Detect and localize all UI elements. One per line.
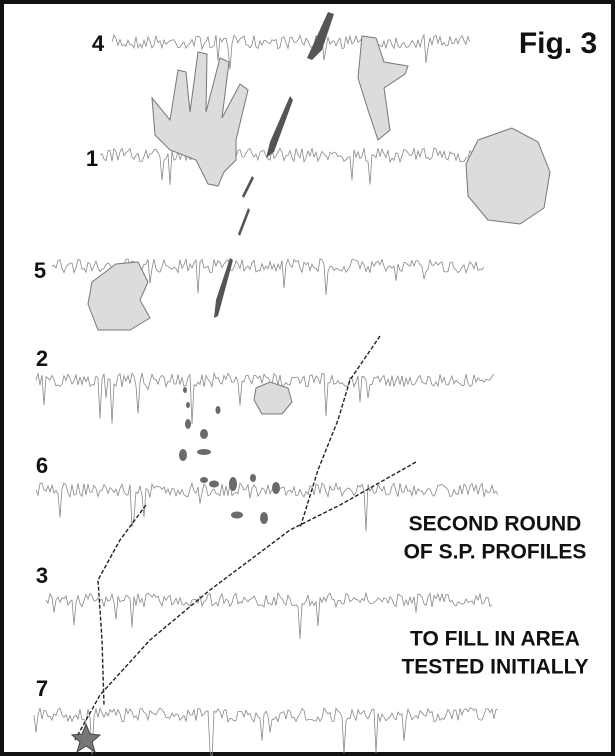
profile-label: 1 [86, 146, 98, 171]
note: SECOND ROUND [409, 513, 582, 536]
profile-label: 7 [36, 676, 48, 701]
figure-title: Fig. 3 [519, 27, 597, 60]
profile-label: 5 [34, 258, 46, 283]
note: TESTED INITIALLY [401, 656, 588, 679]
profile-label: 6 [36, 453, 48, 478]
profile-label: 3 [36, 563, 48, 588]
note: TO FILL IN AREA [410, 628, 580, 651]
profile-label: 4 [92, 31, 105, 56]
profile-label: 2 [36, 346, 48, 371]
note: OF S.P. PROFILES [404, 541, 587, 564]
figure: Fig. 3 4 1 5 2 6 3 7 SECOND ROUND OF S.P. PROF… [0, 0, 615, 756]
